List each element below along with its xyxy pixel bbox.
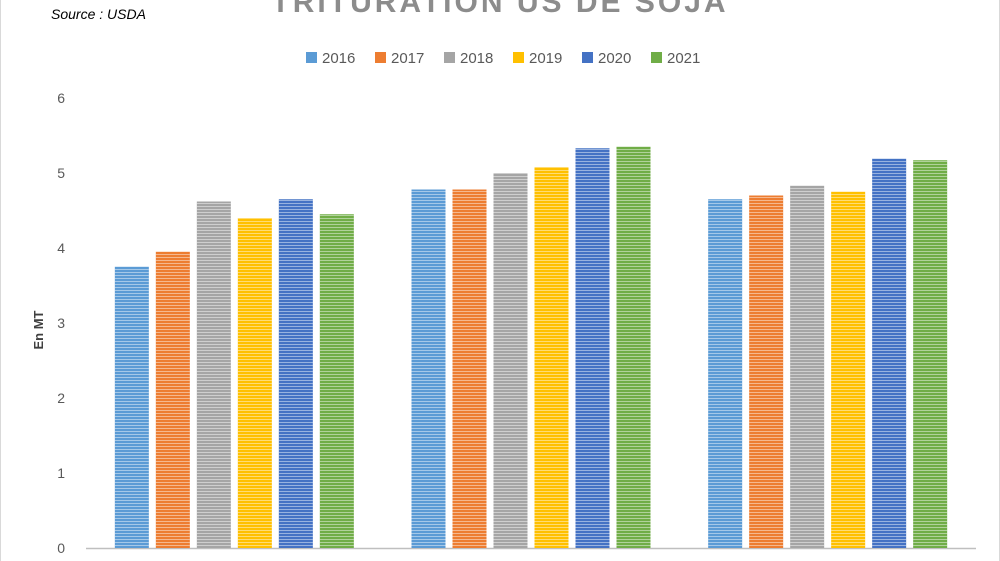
legend-swatch-2021 [651, 52, 662, 63]
legend-label: 2018 [460, 50, 493, 67]
legend-swatch-2016 [306, 52, 317, 63]
bar-texture [319, 214, 354, 548]
bar-texture [493, 173, 528, 548]
bar-texture [616, 146, 651, 548]
bar-texture [575, 148, 610, 548]
y-tick-label: 4 [57, 240, 65, 256]
legend-swatch-2017 [375, 52, 386, 63]
legend-swatch-2020 [582, 52, 593, 63]
bar-texture [913, 160, 948, 548]
bar-texture [790, 185, 825, 548]
bar-texture [114, 266, 149, 548]
bar-texture [831, 191, 866, 548]
legend-swatch-2019 [513, 52, 524, 63]
bar-texture [749, 195, 784, 548]
bar-texture [534, 167, 569, 548]
legend-label: 2016 [322, 50, 355, 67]
chart-title: TRITURATION US DE SOJA [271, 0, 729, 19]
y-tick-label: 1 [57, 465, 65, 481]
bar-texture [411, 189, 446, 548]
source-note: Source : USDA [51, 6, 146, 22]
bar-texture [872, 158, 907, 548]
legend-label: 2019 [529, 50, 562, 67]
legend-label: 2020 [598, 50, 631, 67]
bar-texture [155, 251, 190, 548]
y-tick-label: 6 [57, 90, 65, 106]
y-tick-label: 2 [57, 390, 65, 406]
bar-texture [237, 218, 272, 548]
y-tick-label: 5 [57, 165, 65, 181]
legend-label: 2017 [391, 50, 424, 67]
y-axis-title: En MT [31, 310, 46, 349]
bar-texture [708, 199, 743, 548]
y-tick-label: 0 [57, 540, 65, 556]
bar-texture [196, 201, 231, 548]
bar-texture [452, 189, 487, 548]
legend-swatch-2018 [444, 52, 455, 63]
y-tick-label: 3 [57, 315, 65, 331]
legend-label: 2021 [667, 50, 700, 67]
bar-texture [278, 199, 313, 548]
